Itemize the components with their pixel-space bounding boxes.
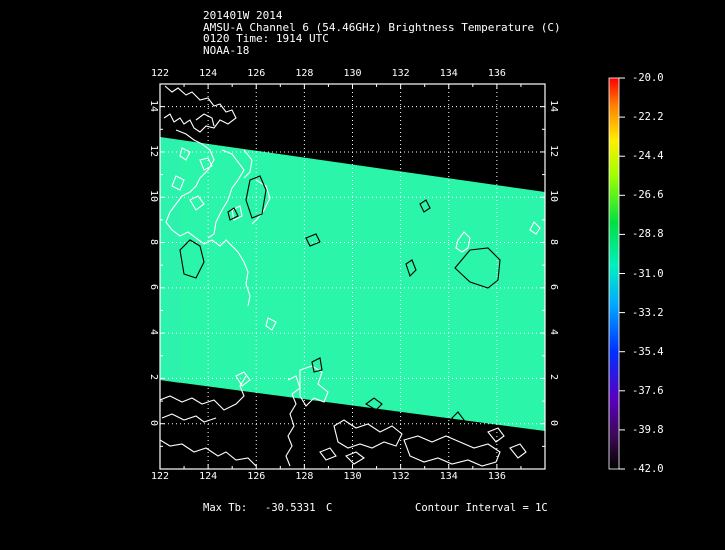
header-line-2: AMSU-A Channel 6 (54.46GHz) Brightness T… bbox=[203, 20, 561, 34]
header-line-4: NOAA-18 bbox=[203, 43, 250, 57]
latitude-label: 8 bbox=[148, 238, 159, 245]
colorbar-label: -24.4 bbox=[632, 150, 664, 163]
longitude-label: 136 bbox=[487, 68, 506, 79]
image-header: 201401W 2014 AMSU-A Channel 6 (54.46GHz) … bbox=[203, 10, 561, 56]
longitude-label: 124 bbox=[199, 471, 218, 482]
latitude-label: 12 bbox=[548, 144, 559, 157]
temperature-contours bbox=[179, 175, 501, 425]
longitude-label: 132 bbox=[391, 68, 410, 79]
latitude-label: 4 bbox=[548, 329, 559, 336]
latitude-label: 6 bbox=[548, 283, 559, 290]
graticule bbox=[159, 84, 545, 469]
colorbar-label: -37.6 bbox=[632, 384, 664, 397]
colorbar-label: -42.0 bbox=[632, 463, 664, 475]
latitude-label: 14 bbox=[148, 99, 159, 112]
longitude-label: 132 bbox=[391, 471, 410, 482]
longitude-label: 128 bbox=[295, 68, 314, 79]
latitude-label: 8 bbox=[548, 238, 559, 245]
colorbar-label: -26.6 bbox=[632, 189, 664, 202]
colorbar-label: -31.0 bbox=[632, 267, 664, 280]
colorbar-label: -35.4 bbox=[632, 345, 664, 358]
latitude-label: 4 bbox=[148, 329, 159, 336]
latitude-label: 0 bbox=[148, 419, 159, 426]
latitude-label: 0 bbox=[548, 419, 559, 426]
longitude-label: 134 bbox=[439, 68, 458, 79]
colorbar-label: -28.8 bbox=[632, 228, 664, 241]
longitude-label: 126 bbox=[247, 68, 266, 79]
latitude-label: 14 bbox=[548, 99, 559, 112]
latitude-label: 12 bbox=[148, 144, 159, 157]
longitude-label: 130 bbox=[343, 68, 362, 79]
latitude-label: 10 bbox=[548, 190, 559, 203]
colorbar-label: -22.2 bbox=[632, 111, 664, 124]
swath-edge-shading bbox=[160, 137, 180, 383]
longitude-label: 124 bbox=[199, 68, 218, 79]
latitude-label: 6 bbox=[148, 283, 159, 290]
latitude-label: 2 bbox=[148, 374, 159, 381]
map-frame-ticks bbox=[159, 84, 545, 469]
longitude-label: 128 bbox=[295, 471, 314, 482]
longitude-label: 122 bbox=[151, 68, 170, 79]
max-tb-unit: C bbox=[326, 502, 333, 514]
latitude-label: 2 bbox=[548, 374, 559, 381]
max-tb-label: Max Tb: bbox=[203, 502, 248, 514]
colorbar-gradient bbox=[608, 77, 620, 470]
contour-interval: Contour Interval = 1C bbox=[415, 502, 548, 514]
longitude-label: 134 bbox=[439, 471, 458, 482]
latitude-label: 10 bbox=[148, 190, 159, 203]
header-line-3: 0120 Time: 1914 UTC bbox=[203, 32, 329, 46]
longitude-label: 130 bbox=[343, 471, 362, 482]
colorbar-ticks bbox=[619, 77, 625, 470]
longitude-label: 126 bbox=[247, 471, 266, 482]
colorbar-label: -20.0 bbox=[632, 72, 664, 84]
longitude-label: 136 bbox=[487, 471, 506, 482]
max-tb-value: -30.5331 bbox=[265, 502, 316, 514]
longitude-label: 122 bbox=[151, 471, 170, 482]
colorbar-label: -39.8 bbox=[632, 423, 664, 436]
coastlines bbox=[160, 85, 541, 467]
colorbar-label: -33.2 bbox=[632, 306, 664, 319]
header-line-1: 201401W 2014 bbox=[203, 9, 283, 22]
